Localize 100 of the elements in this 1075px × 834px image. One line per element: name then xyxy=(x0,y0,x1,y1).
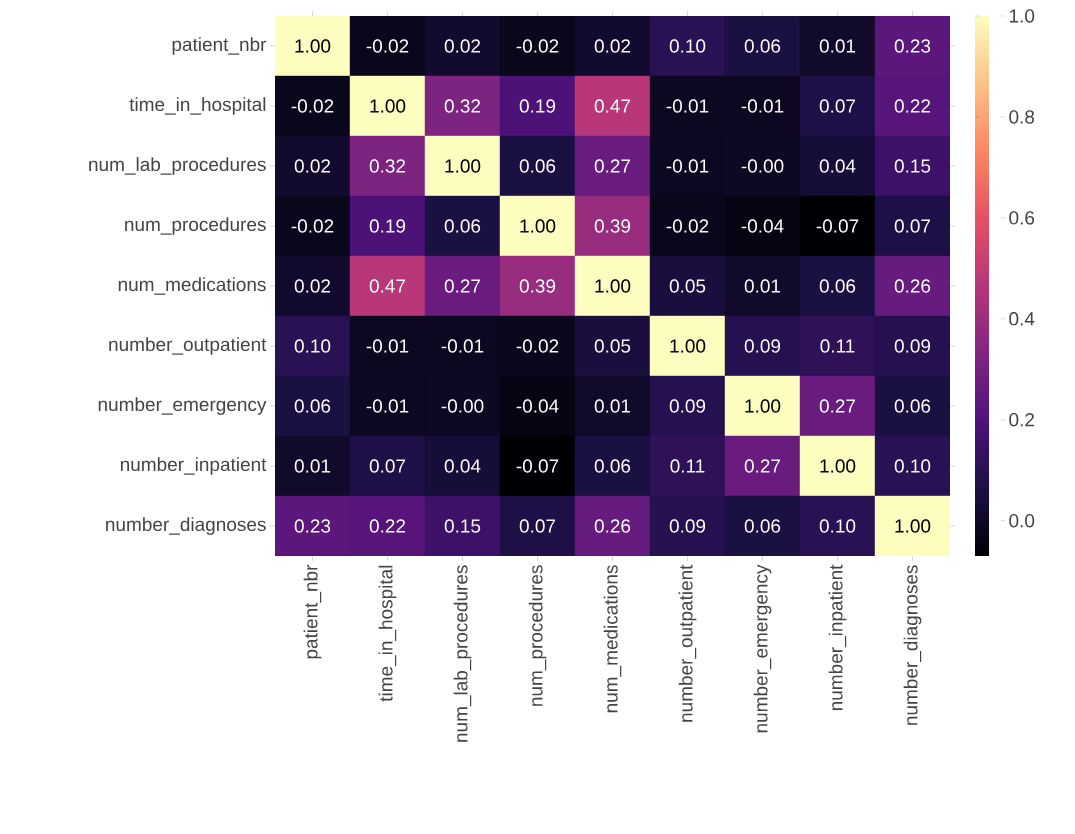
data-label: 0.04 xyxy=(444,459,481,473)
data-label: 0.09 xyxy=(669,519,706,533)
y-tick-label: time_in_hospital xyxy=(129,97,266,115)
data-label: -0.02 xyxy=(291,219,334,233)
data-label: 0.27 xyxy=(444,279,481,293)
data-label: 0.47 xyxy=(594,99,631,113)
data-label: 0.01 xyxy=(294,459,331,473)
data-label: 0.19 xyxy=(519,99,556,113)
data-label: 0.39 xyxy=(594,219,631,233)
data-label: 0.09 xyxy=(744,339,781,353)
data-label: 0.15 xyxy=(444,519,481,533)
data-label: -0.07 xyxy=(816,219,859,233)
color-bar-label: 0.4 xyxy=(1009,312,1035,326)
data-label: 0.04 xyxy=(819,159,856,173)
x-tick-label: num_procedures xyxy=(528,565,547,706)
data-label: 0.06 xyxy=(819,279,856,293)
data-label: 0.27 xyxy=(744,459,781,473)
x-tick-label: number_diagnoses xyxy=(903,565,922,725)
color-bar-label: 0.0 xyxy=(1009,513,1035,528)
data-label: 0.02 xyxy=(294,279,331,293)
data-label: -0.01 xyxy=(741,99,784,113)
data-label: 0.07 xyxy=(519,519,556,533)
data-label: -0.02 xyxy=(666,219,709,233)
data-label: 1.00 xyxy=(745,399,781,413)
data-label: 0.23 xyxy=(294,519,331,533)
y-tick-label: number_outpatient xyxy=(109,337,267,355)
data-label: 1.00 xyxy=(520,219,556,233)
data-label: 0.27 xyxy=(594,159,631,173)
data-label: 0.22 xyxy=(369,519,406,533)
color-bar-label: 1.0 xyxy=(1009,9,1035,23)
y-tick-label: number_diagnoses xyxy=(106,517,266,535)
data-label: 0.22 xyxy=(894,99,931,113)
y-tick-label: number_inpatient xyxy=(120,457,267,475)
data-label: 0.07 xyxy=(894,219,931,233)
data-label: 0.02 xyxy=(594,39,631,53)
data-label: -0.01 xyxy=(366,399,409,413)
data-label: 1.00 xyxy=(295,39,331,53)
data-label: 1.00 xyxy=(670,339,706,353)
data-label: 0.39 xyxy=(519,279,556,293)
data-label: 1.00 xyxy=(595,279,631,293)
data-label: -0.02 xyxy=(366,39,409,53)
data-label: 0.01 xyxy=(819,39,856,53)
x-tick-label: number_emergency xyxy=(753,564,772,733)
color-bar-label: 0.8 xyxy=(1009,110,1035,124)
data-label: -0.04 xyxy=(516,399,559,413)
data-label: 0.07 xyxy=(819,99,856,113)
data-label: 0.26 xyxy=(594,519,631,533)
data-label: 0.19 xyxy=(369,219,406,233)
data-label: 0.06 xyxy=(294,399,331,413)
y-tick-label: num_lab_procedures xyxy=(89,157,266,175)
color-bar-label: 0.2 xyxy=(1009,413,1034,427)
data-label: 1.00 xyxy=(820,459,856,473)
data-label: 0.32 xyxy=(369,159,406,173)
data-label: 0.06 xyxy=(519,159,556,173)
data-label: -0.01 xyxy=(441,339,484,353)
data-label: 0.06 xyxy=(744,39,781,53)
data-label: 0.06 xyxy=(894,399,931,413)
data-label: -0.02 xyxy=(516,39,559,53)
x-tick-label: number_outpatient xyxy=(678,564,697,722)
data-label: 0.10 xyxy=(669,39,706,53)
data-label: -0.02 xyxy=(291,99,334,113)
data-label: 0.10 xyxy=(894,459,931,473)
data-label: 0.06 xyxy=(594,459,631,473)
data-label: 0.02 xyxy=(444,39,481,53)
x-tick-label: number_inpatient xyxy=(828,564,847,711)
data-label: -0.07 xyxy=(516,459,559,473)
data-label: 1.00 xyxy=(445,159,481,173)
y-tick-label: num_medications xyxy=(118,277,266,295)
data-label: 0.11 xyxy=(670,459,705,473)
data-label: 0.26 xyxy=(894,279,931,293)
data-label: 0.27 xyxy=(819,399,856,413)
data-label: 0.15 xyxy=(894,159,931,173)
data-label: -0.00 xyxy=(741,159,784,173)
data-label: 0.23 xyxy=(894,39,931,53)
data-label: 0.06 xyxy=(444,219,481,233)
color-bar-label: 0.6 xyxy=(1009,211,1035,225)
data-label: 1.00 xyxy=(895,519,931,533)
data-label: 0.06 xyxy=(744,519,781,533)
data-label: 0.10 xyxy=(819,519,856,533)
data-label: 0.47 xyxy=(369,279,406,293)
data-label: 0.10 xyxy=(294,339,331,353)
data-label: -0.02 xyxy=(516,339,559,353)
data-label: 0.09 xyxy=(669,399,706,413)
data-label: -0.01 xyxy=(666,159,709,173)
x-tick-label: num_lab_procedures xyxy=(453,565,472,742)
data-label: -0.01 xyxy=(666,99,709,113)
data-label: 0.11 xyxy=(820,339,855,353)
data-label: 0.05 xyxy=(594,339,631,353)
data-label: -0.01 xyxy=(366,339,409,353)
data-label: 1.00 xyxy=(370,99,406,113)
x-tick-label: num_medications xyxy=(603,565,622,713)
data-label: 0.05 xyxy=(669,279,706,293)
data-label: 0.01 xyxy=(744,279,781,293)
data-label: 0.07 xyxy=(369,459,406,473)
y-tick-label: number_emergency xyxy=(98,397,267,415)
data-label: 0.02 xyxy=(294,159,331,173)
data-label: 0.32 xyxy=(444,99,481,113)
y-tick-label: patient_nbr xyxy=(172,37,267,55)
data-label: -0.04 xyxy=(741,219,784,233)
data-label: -0.00 xyxy=(441,399,484,413)
